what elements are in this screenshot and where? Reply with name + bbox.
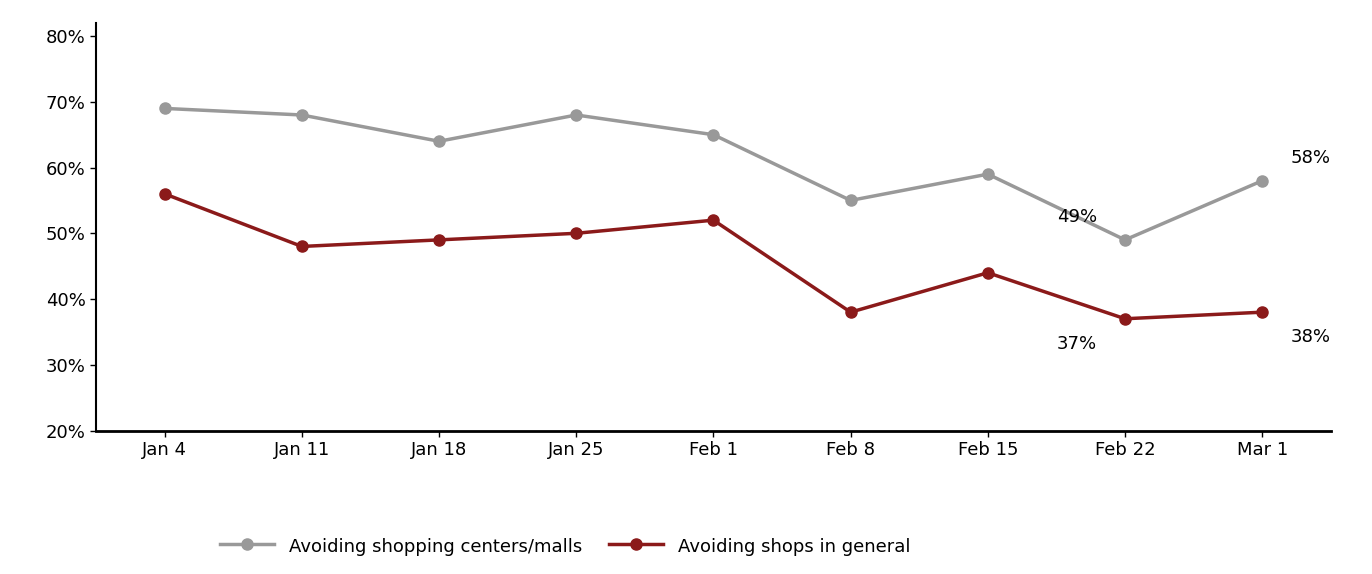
- Text: 37%: 37%: [1056, 335, 1098, 353]
- Avoiding shopping centers/malls: [568, 111, 584, 118]
- Line: Avoiding shops in general: Avoiding shops in general: [159, 188, 1268, 324]
- Legend: Avoiding shopping centers/malls, Avoiding shops in general: Avoiding shopping centers/malls, Avoidin…: [213, 529, 918, 563]
- Avoiding shops in general: [1117, 315, 1133, 322]
- Text: 49%: 49%: [1056, 208, 1098, 226]
- Text: 38%: 38%: [1290, 328, 1331, 346]
- Avoiding shopping centers/malls: [842, 197, 859, 204]
- Avoiding shops in general: [705, 217, 722, 224]
- Avoiding shops in general: [294, 243, 310, 250]
- Avoiding shopping centers/malls: [294, 111, 310, 118]
- Avoiding shopping centers/malls: [1254, 177, 1270, 184]
- Avoiding shopping centers/malls: [431, 138, 447, 145]
- Avoiding shops in general: [568, 230, 584, 236]
- Avoiding shops in general: [842, 309, 859, 316]
- Avoiding shops in general: [431, 236, 447, 243]
- Avoiding shops in general: [156, 191, 173, 197]
- Avoiding shopping centers/malls: [156, 105, 173, 112]
- Avoiding shopping centers/malls: [980, 170, 996, 177]
- Avoiding shopping centers/malls: [705, 131, 722, 138]
- Avoiding shopping centers/malls: [1117, 236, 1133, 243]
- Avoiding shops in general: [980, 269, 996, 276]
- Avoiding shops in general: [1254, 309, 1270, 316]
- Line: Avoiding shopping centers/malls: Avoiding shopping centers/malls: [159, 103, 1268, 246]
- Text: 58%: 58%: [1290, 149, 1331, 166]
